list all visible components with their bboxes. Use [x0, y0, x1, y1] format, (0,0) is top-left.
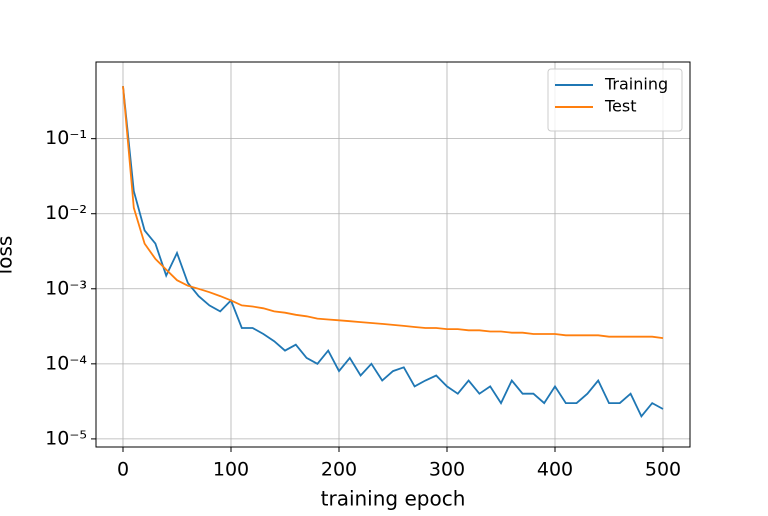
y-tick-label: 10⁻¹	[45, 127, 87, 149]
x-axis-label: training epoch	[321, 487, 466, 511]
x-tick-label: 400	[537, 459, 573, 481]
data-line	[122, 86, 664, 339]
x-tick-label: 500	[645, 459, 681, 481]
legend-label: Test	[604, 97, 637, 116]
y-tick-label: 10⁻²	[45, 202, 87, 224]
legend-label: Training	[604, 75, 668, 94]
x-tick-label: 0	[117, 459, 129, 481]
y-tick-label: 10⁻⁵	[45, 427, 87, 449]
data-line	[122, 86, 664, 418]
plot-frame	[95, 61, 691, 448]
x-tick-label: 200	[321, 459, 357, 481]
x-tick-label: 100	[213, 459, 249, 481]
y-tick-label: 10⁻⁴	[45, 352, 87, 374]
x-tick-label: 300	[429, 459, 465, 481]
y-tick-label: 10⁻³	[45, 277, 87, 299]
y-axis-label: loss	[0, 236, 17, 275]
